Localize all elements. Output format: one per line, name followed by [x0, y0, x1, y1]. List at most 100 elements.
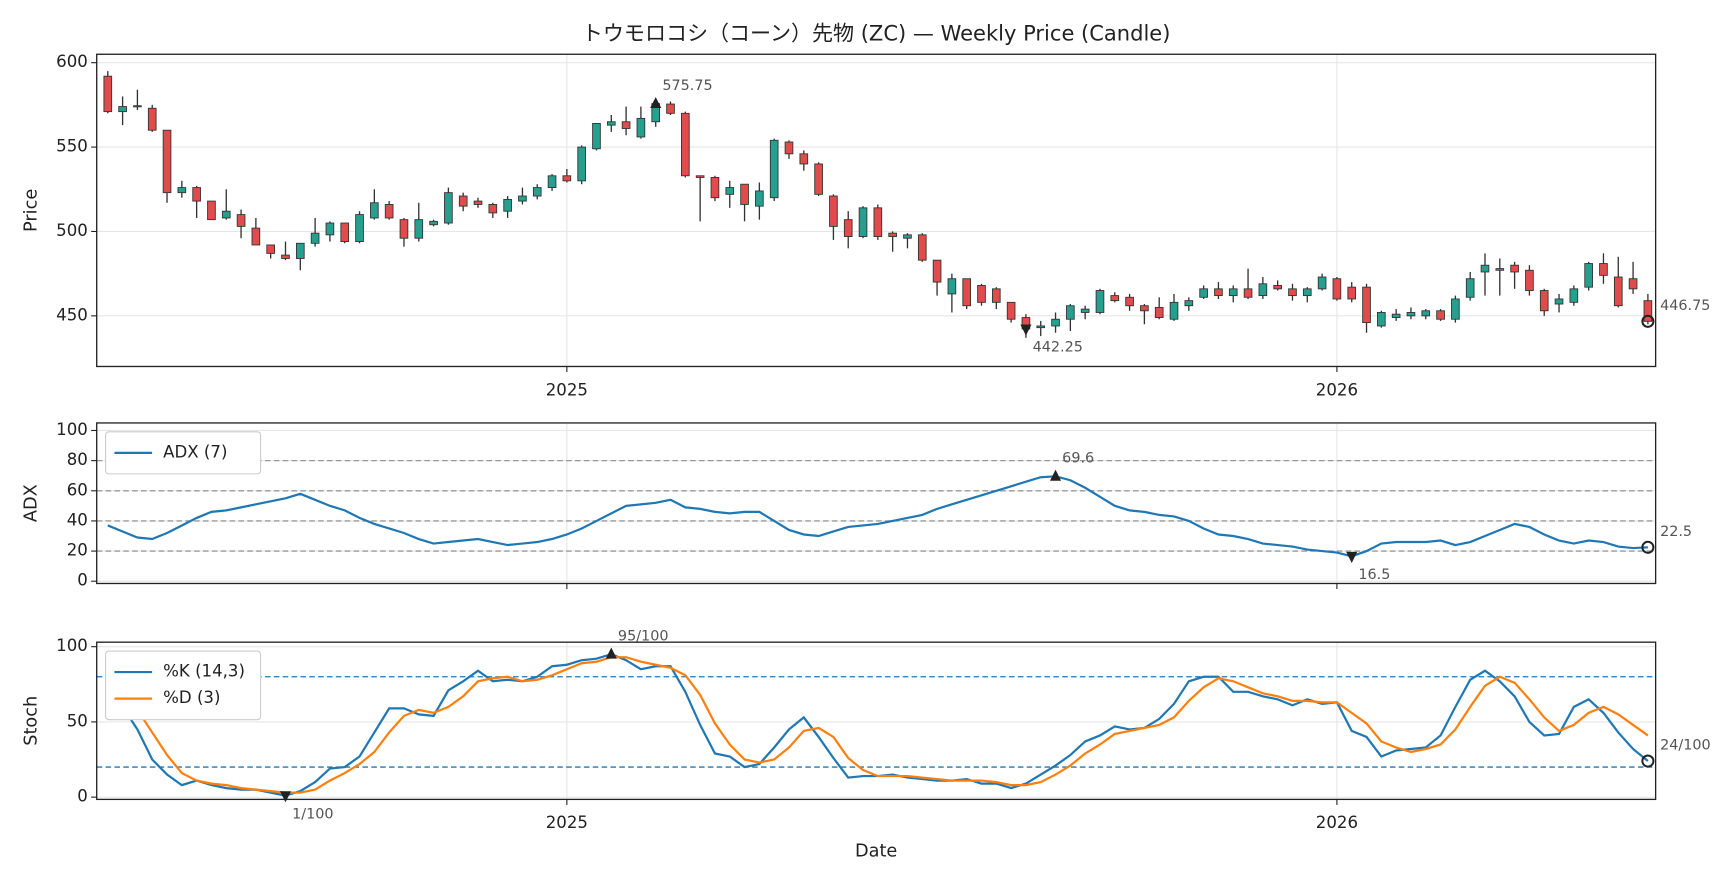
candle-body — [1288, 288, 1297, 297]
line — [107, 653, 1649, 797]
candle-body — [266, 244, 276, 254]
candle-body — [1140, 305, 1149, 312]
candle-body — [755, 190, 764, 207]
y-tick-label: 100 — [56, 420, 88, 439]
candle-body — [977, 285, 986, 303]
peak-label: 575.75 — [662, 78, 712, 94]
candle-body — [295, 242, 305, 259]
candle-body — [769, 139, 779, 199]
candle-body — [1095, 290, 1105, 313]
y-axis-label: Price — [21, 189, 41, 232]
candle-body — [1332, 278, 1342, 300]
candle-body — [1451, 298, 1460, 320]
candle-body — [444, 192, 453, 224]
candle-body — [281, 254, 290, 259]
candle-body — [473, 200, 483, 205]
x-tick-label: 2025 — [546, 813, 588, 832]
candle-body — [1214, 288, 1223, 297]
trough-label: 1/100 — [292, 806, 333, 822]
candle-body — [103, 75, 113, 113]
candle-body — [799, 153, 809, 165]
x-tick-label: 2025 — [546, 380, 588, 399]
candle-body — [829, 195, 838, 227]
candle-body — [1569, 288, 1579, 303]
candle-body — [503, 198, 512, 212]
axes-frame — [96, 641, 1657, 801]
last-marker — [1641, 314, 1655, 328]
peak-label: 69.6 — [1062, 451, 1094, 467]
y-axis-label: Stoch — [21, 696, 41, 746]
y-tick-label: 50 — [67, 711, 88, 730]
candle-body — [740, 183, 749, 205]
candle-body — [606, 121, 616, 126]
candle-body — [681, 112, 690, 177]
candle-body — [1199, 288, 1208, 298]
y-tick-label: 60 — [67, 480, 88, 499]
y-tick-label: 500 — [56, 221, 88, 240]
candle-body — [1066, 305, 1075, 320]
last-marker — [1641, 754, 1655, 768]
candle-body — [384, 204, 394, 219]
candle-body — [621, 121, 631, 129]
candle-body — [1258, 283, 1268, 297]
candle-body — [236, 214, 246, 227]
last-marker — [1641, 540, 1655, 554]
candle-body — [1154, 306, 1164, 318]
candle-body — [1036, 325, 1046, 329]
y-tick-label: 20 — [67, 541, 88, 560]
legend-box — [105, 431, 262, 475]
y-tick-label: 450 — [56, 305, 88, 324]
candle-body — [547, 175, 557, 189]
chart-title: トウモロコシ（コーン）先物 (ZC) — Weekly Price (Candl… — [582, 20, 1171, 45]
candle-body — [1243, 288, 1253, 298]
candle-body — [207, 200, 216, 221]
x-tick-label: 2026 — [1316, 380, 1358, 399]
y-tick-label: 550 — [56, 137, 88, 156]
candle-body — [1051, 318, 1060, 327]
candle-body — [1613, 276, 1623, 307]
candle-body — [1554, 298, 1564, 305]
candle-body — [1006, 301, 1016, 320]
trough-marker — [1020, 324, 1032, 336]
candle-body — [873, 207, 883, 237]
candle-body — [1184, 300, 1194, 307]
candle-body — [636, 117, 646, 138]
candle-body — [814, 163, 823, 195]
candle-body — [325, 222, 335, 236]
trough-marker — [279, 791, 292, 803]
candle-body — [488, 204, 498, 214]
candle-body — [1584, 263, 1593, 288]
x-tick-label: 2026 — [1316, 813, 1358, 832]
candle-body — [1347, 286, 1357, 300]
legend-label: %D (3) — [163, 688, 220, 707]
candle-body — [725, 187, 735, 195]
candle-body — [932, 259, 942, 283]
candle-body — [532, 187, 542, 197]
candle-body — [1228, 288, 1238, 297]
y-tick-label: 80 — [67, 450, 88, 469]
axes-frame — [96, 53, 1657, 368]
candle-body — [429, 220, 438, 226]
candle-body — [1628, 278, 1638, 290]
candle-body — [458, 195, 468, 207]
candle-body — [947, 278, 957, 295]
candle-body — [221, 210, 231, 219]
candle-body — [1525, 269, 1534, 291]
last-label: 24/100 — [1660, 738, 1711, 754]
candle-body — [1391, 313, 1401, 318]
candle-body — [1273, 285, 1282, 290]
candle-body — [592, 123, 601, 150]
candle-body — [784, 141, 794, 155]
candle-body — [162, 129, 172, 194]
line — [107, 475, 1648, 558]
last-label: 446.75 — [1660, 298, 1710, 314]
candle-body — [1362, 286, 1371, 324]
candle-body — [414, 219, 424, 239]
candle-body — [1495, 268, 1505, 271]
candle-body — [962, 278, 972, 307]
peak-marker — [605, 647, 617, 659]
candle-body — [1302, 288, 1312, 297]
candle-body — [843, 219, 853, 237]
y-axis-label: ADX — [21, 484, 41, 522]
